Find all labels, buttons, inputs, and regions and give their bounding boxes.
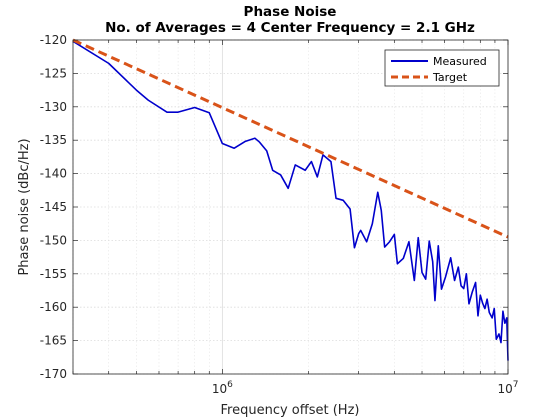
y-tick-label: -155 xyxy=(40,267,67,281)
legend-box xyxy=(384,49,500,87)
y-tick-label: -130 xyxy=(40,100,67,114)
y-tick-label: -170 xyxy=(40,367,67,381)
x-tick-label: 106 xyxy=(212,380,233,396)
y-tick-label: -140 xyxy=(40,167,67,181)
y-tick-label: -165 xyxy=(40,334,67,348)
axis-ticks: -120 -125 -130 -135 -140 -145 -150 -155 -160 -165… xyxy=(40,33,519,396)
x-tick-label-exponent: 6 xyxy=(227,380,233,390)
legend: Measured Target xyxy=(384,49,500,87)
x-tick-label-base: 10 xyxy=(212,382,227,396)
series-line-measured xyxy=(72,40,509,361)
legend-label-target: Target xyxy=(432,71,468,84)
x-tick-label-base: 10 xyxy=(497,382,512,396)
y-tick-label: -125 xyxy=(40,66,67,80)
y-tick-label: -150 xyxy=(40,233,67,247)
y-axis-label: Phase noise (dBc/Hz) xyxy=(17,138,32,275)
x-axis-label: Frequency offset (Hz) xyxy=(221,403,360,418)
x-tick-label: 107 xyxy=(497,380,518,396)
y-tick-label: -160 xyxy=(40,300,67,314)
y-tick-label: -120 xyxy=(40,33,67,47)
legend-label-measured: Measured xyxy=(433,55,487,68)
y-tick-label: -145 xyxy=(40,200,67,214)
chart-subtitle: No. of Averages = 4 Center Frequency = 2… xyxy=(105,20,475,36)
series-layer xyxy=(72,38,509,361)
y-tick-label: -135 xyxy=(40,133,67,147)
series-line-target xyxy=(72,38,509,239)
chart-title: Phase Noise xyxy=(244,4,337,20)
x-tick-label-exponent: 7 xyxy=(513,380,519,390)
